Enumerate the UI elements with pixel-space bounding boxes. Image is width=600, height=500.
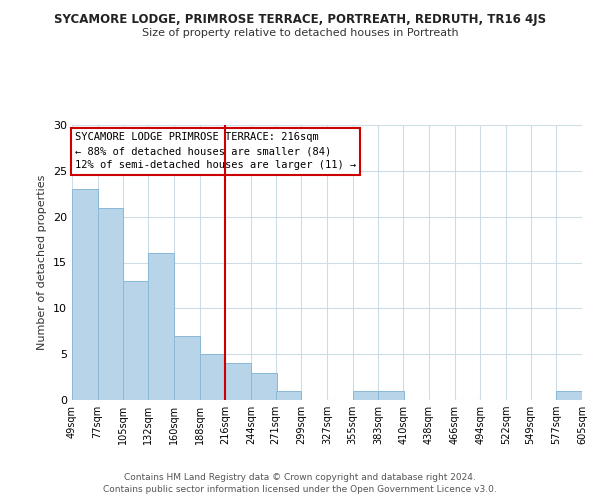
- Bar: [124, 281, 149, 400]
- Bar: [556, 391, 582, 400]
- Bar: [275, 391, 301, 400]
- Bar: [98, 208, 124, 400]
- Bar: [353, 391, 379, 400]
- Bar: [72, 189, 98, 400]
- Bar: [379, 391, 404, 400]
- Bar: [174, 336, 200, 400]
- Bar: [199, 354, 225, 400]
- Text: Contains public sector information licensed under the Open Government Licence v3: Contains public sector information licen…: [103, 485, 497, 494]
- Bar: [148, 254, 174, 400]
- Text: SYCAMORE LODGE PRIMROSE TERRACE: 216sqm
← 88% of detached houses are smaller (84: SYCAMORE LODGE PRIMROSE TERRACE: 216sqm …: [75, 132, 356, 170]
- Text: Size of property relative to detached houses in Portreath: Size of property relative to detached ho…: [142, 28, 458, 38]
- Y-axis label: Number of detached properties: Number of detached properties: [37, 175, 47, 350]
- Bar: [225, 364, 251, 400]
- Bar: [251, 372, 277, 400]
- Text: SYCAMORE LODGE, PRIMROSE TERRACE, PORTREATH, REDRUTH, TR16 4JS: SYCAMORE LODGE, PRIMROSE TERRACE, PORTRE…: [54, 12, 546, 26]
- Text: Contains HM Land Registry data © Crown copyright and database right 2024.: Contains HM Land Registry data © Crown c…: [124, 474, 476, 482]
